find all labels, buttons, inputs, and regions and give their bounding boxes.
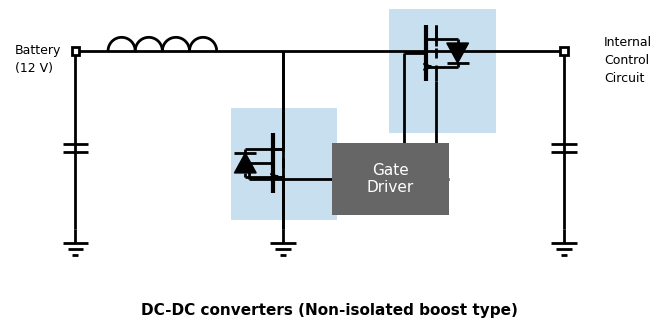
Bar [231, 109, 337, 219]
Text: DC-DC converters (Non-isolated boost type): DC-DC converters (Non-isolated boost typ… [141, 303, 517, 318]
Bar [561, 47, 569, 55]
Text: Internal
Control
Circuit: Internal Control Circuit [604, 36, 652, 85]
Bar [72, 47, 79, 55]
Bar [332, 143, 449, 214]
Polygon shape [235, 153, 256, 173]
Text: Gate
Driver: Gate Driver [367, 163, 414, 195]
Bar [390, 9, 496, 133]
Polygon shape [447, 43, 469, 63]
Text: Battery
(12 V): Battery (12 V) [15, 44, 62, 75]
